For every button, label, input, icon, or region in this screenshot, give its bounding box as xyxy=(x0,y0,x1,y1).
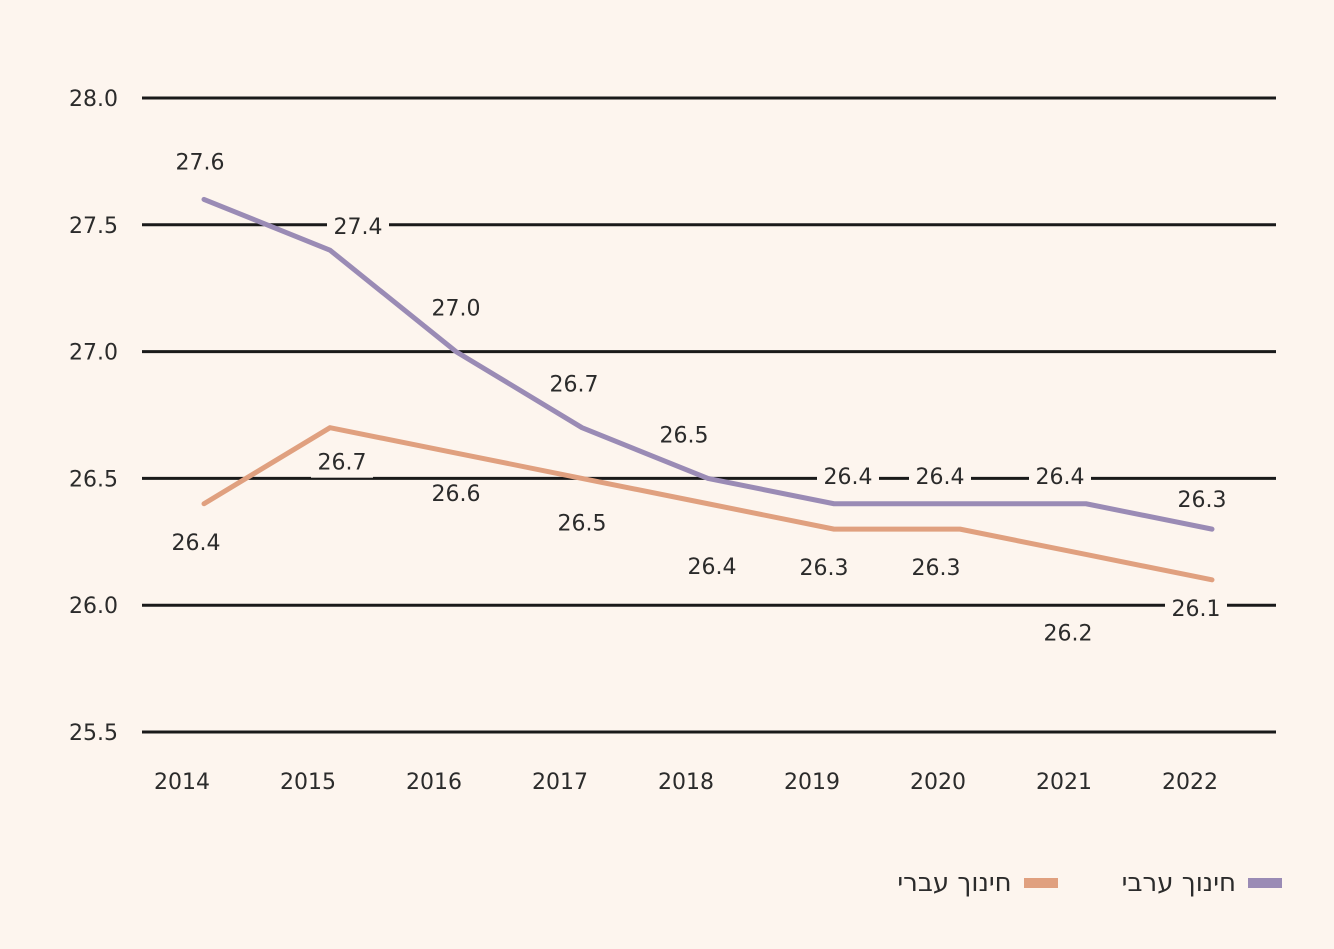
data-label-hebrew-bg xyxy=(793,555,855,584)
series-lines xyxy=(201,196,1215,583)
series-line-0 xyxy=(201,196,1215,532)
x-tick-label: 2016 xyxy=(406,770,462,795)
y-tick-label: 28.0 xyxy=(69,87,118,112)
y-axis-ticks: 25.5 26.0 26.5 27.0 27.5 28.0 xyxy=(69,87,118,746)
legend-swatch-arab xyxy=(1248,878,1282,888)
data-label-arab: 26.7 xyxy=(550,373,599,398)
data-label-arab-bg xyxy=(1171,487,1233,516)
data-label-arab-bg xyxy=(425,295,487,324)
x-axis-ticks: 2014 2015 2016 2017 2018 2019 2020 2021 2022 xyxy=(154,770,1218,795)
x-tick-label: 2017 xyxy=(532,770,588,795)
y-tick-label: 27.0 xyxy=(69,341,118,366)
data-label-arab-bg xyxy=(169,149,231,178)
data-label-arab: 27.6 xyxy=(176,150,225,175)
data-label-hebrew: 26.4 xyxy=(688,555,737,580)
data-label-arab: 26.4 xyxy=(824,465,873,490)
y-tick-label: 27.5 xyxy=(69,214,118,239)
x-tick-label: 2021 xyxy=(1036,770,1092,795)
y-tick-label: 26.0 xyxy=(69,594,118,619)
data-label-hebrew-bg xyxy=(425,481,487,510)
x-tick-label: 2014 xyxy=(154,770,210,795)
data-label-arab-bg xyxy=(327,214,389,243)
data-label-hebrew: 26.1 xyxy=(1172,597,1221,622)
x-tick-label: 2020 xyxy=(910,770,966,795)
series-line-1 xyxy=(201,425,1215,583)
data-label-arab: 26.3 xyxy=(1178,488,1227,513)
data-labels: 27.6 27.4 27.0 26.7 26.5 26.4 26.4 26.4 26.3 26.4… xyxy=(165,149,1233,649)
data-label-hebrew-bg xyxy=(311,449,373,478)
data-label-arab-bg xyxy=(817,463,879,492)
legend-swatch-hebrew xyxy=(1023,878,1058,888)
data-label-hebrew: 26.4 xyxy=(172,531,221,556)
data-label-arab-bg xyxy=(909,463,971,492)
x-tick-label: 2022 xyxy=(1162,770,1218,795)
data-label-arab-bg xyxy=(543,371,605,400)
gridlines xyxy=(142,96,1276,734)
data-label-hebrew: 26.5 xyxy=(558,511,607,536)
data-label-hebrew-bg xyxy=(1165,595,1227,624)
x-tick-label: 2015 xyxy=(280,770,336,795)
y-tick-label: 25.5 xyxy=(69,721,118,746)
data-label-hebrew-bg xyxy=(165,529,227,558)
x-tick-label: 2018 xyxy=(658,770,714,795)
data-label-hebrew: 26.3 xyxy=(800,556,849,581)
data-label-hebrew-bg xyxy=(1037,620,1099,649)
data-label-arab: 26.4 xyxy=(1036,465,1085,490)
data-label-hebrew-bg xyxy=(905,555,967,584)
data-label-arab: 27.0 xyxy=(432,297,481,322)
data-label-hebrew: 26.2 xyxy=(1044,621,1093,646)
data-label-hebrew: 26.3 xyxy=(912,556,961,581)
legend-item-hebrew: חינוך עברי xyxy=(897,868,1058,898)
data-label-hebrew: 26.6 xyxy=(432,482,481,507)
legend-label-hebrew: חינוך עברי xyxy=(897,868,1012,898)
data-label-hebrew-bg xyxy=(681,553,743,582)
data-label-hebrew: 26.7 xyxy=(318,451,367,476)
data-label-arab-bg xyxy=(1029,463,1091,492)
legend-item-arab: חינוך ערבי xyxy=(1122,868,1282,898)
legend: חינוך ערבי חינוך עברי xyxy=(897,868,1282,898)
y-tick-label: 26.5 xyxy=(69,467,118,492)
data-label-arab: 26.4 xyxy=(916,465,965,490)
legend-label-arab: חינוך ערבי xyxy=(1121,868,1236,898)
data-label-arab-bg xyxy=(653,422,715,451)
data-label-arab: 27.4 xyxy=(334,215,383,240)
data-label-hebrew-bg xyxy=(551,510,613,539)
x-tick-label: 2019 xyxy=(784,770,840,795)
data-label-arab: 26.5 xyxy=(660,423,709,448)
